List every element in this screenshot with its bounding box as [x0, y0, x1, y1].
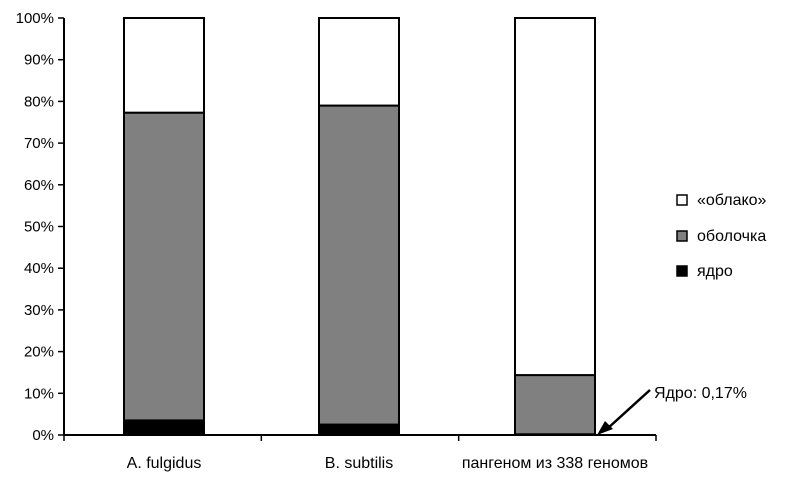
bar-segment [123, 111, 205, 422]
x-category-label: B. subtilis [325, 455, 393, 472]
y-tick-label: 30% [24, 302, 54, 319]
y-tick-label: 60% [24, 177, 54, 194]
bar-segment [318, 17, 400, 107]
axes: 0% 10% 20% 30% 40% 50% 60% 70% 80% 90% 100% A. fulg… [16, 10, 657, 472]
y-tick-label: 0% [32, 427, 54, 444]
legend: «облако» оболочка ядро [676, 192, 767, 280]
y-tick-label: 90% [24, 52, 54, 69]
annotation-arrow [606, 389, 651, 430]
x-category-label: A. fulgidus [127, 455, 202, 472]
legend-swatch [676, 265, 688, 277]
annotation-label: Ядро: 0,17% [654, 385, 747, 402]
bar-segment [514, 374, 596, 436]
legend-swatch [676, 230, 688, 242]
x-category-label: пангеном из 338 геномов [462, 455, 648, 472]
y-tick-label: 80% [24, 93, 54, 110]
y-tick-label: 70% [24, 135, 54, 152]
bars [123, 17, 596, 437]
bar-segment [514, 17, 596, 377]
bar-segment [318, 423, 400, 437]
y-tick-label: 40% [24, 260, 54, 277]
legend-label: оболочка [697, 228, 766, 245]
legend-label: ядро [697, 263, 733, 280]
legend-swatch [676, 194, 688, 206]
y-tick-label: 10% [24, 385, 54, 402]
bar-segment [318, 104, 400, 426]
annotation: Ядро: 0,17% [597, 385, 747, 435]
y-tick-label: 100% [16, 10, 54, 27]
y-tick-label: 50% [24, 219, 54, 236]
annotation-arrowhead [597, 421, 613, 435]
legend-label: «облако» [697, 192, 767, 209]
bar-segment [123, 17, 205, 114]
bar-segment [123, 419, 205, 436]
y-tick-label: 20% [24, 344, 54, 361]
